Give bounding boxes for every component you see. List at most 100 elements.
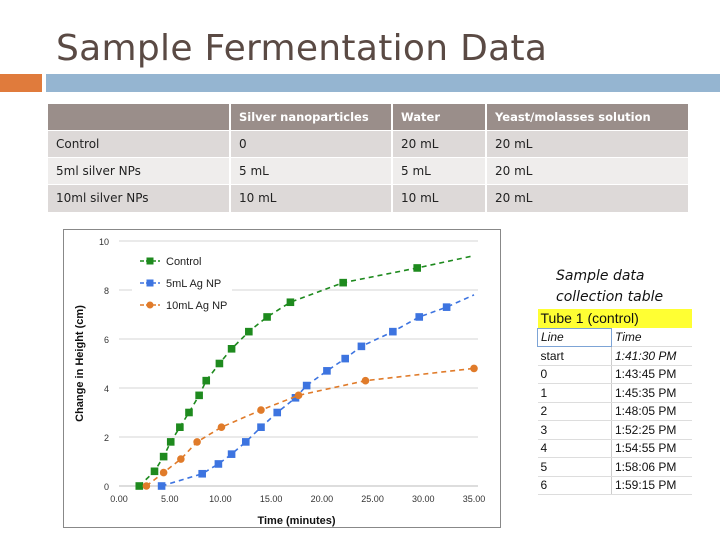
collection-table: Tube 1 (control) Line Time start 1:41:30 … bbox=[537, 309, 692, 495]
y-tick-label: 0 bbox=[104, 482, 109, 492]
line-cell: 5 bbox=[537, 457, 612, 477]
table-row: Control 0 20 mL 20 mL bbox=[48, 130, 690, 158]
x-tick-label: 15.00 bbox=[260, 494, 283, 504]
legend-label: 5mL Ag NP bbox=[166, 278, 221, 290]
x-tick-label: 25.00 bbox=[361, 494, 384, 504]
data-point bbox=[202, 376, 211, 385]
table-cell: 5 mL bbox=[230, 157, 393, 185]
data-point bbox=[157, 482, 166, 490]
line-cell: 4 bbox=[537, 439, 612, 458]
data-point bbox=[176, 423, 184, 431]
collection-table-title: Tube 1 (control) bbox=[537, 309, 692, 328]
data-point bbox=[245, 327, 253, 336]
table-row: 3 1:52:25 PM bbox=[537, 420, 692, 440]
table-cell: 20 mL bbox=[486, 130, 690, 158]
y-tick-label: 6 bbox=[104, 335, 109, 345]
data-point bbox=[302, 381, 311, 390]
table-cell: 10 mL bbox=[392, 184, 487, 212]
data-point bbox=[339, 278, 347, 287]
accent-bar-orange bbox=[0, 74, 42, 92]
line-cell: 2 bbox=[537, 402, 612, 421]
data-point bbox=[150, 467, 159, 476]
x-tick-label: 30.00 bbox=[412, 494, 435, 504]
data-point bbox=[198, 469, 206, 478]
data-point bbox=[217, 423, 226, 431]
data-point bbox=[227, 345, 236, 353]
time-cell: 1:54:55 PM bbox=[611, 439, 692, 458]
data-point bbox=[166, 438, 175, 446]
data-point bbox=[389, 327, 397, 336]
x-tick-label: 0.00 bbox=[110, 494, 128, 504]
data-point bbox=[273, 408, 282, 417]
data-point bbox=[442, 303, 451, 311]
table-row: 2 1:48:05 PM bbox=[537, 402, 692, 421]
data-point bbox=[135, 482, 144, 490]
time-cell: 1:52:25 PM bbox=[611, 420, 692, 440]
line-cell: start bbox=[537, 346, 612, 366]
table-cell: Control bbox=[48, 130, 231, 158]
table-row: 6 1:59:15 PM bbox=[537, 476, 692, 495]
x-tick-label: 35.00 bbox=[463, 494, 486, 504]
slide-title: Sample Fermentation Data bbox=[56, 28, 548, 69]
data-point bbox=[286, 298, 295, 307]
accent-bar-blue bbox=[46, 74, 720, 92]
series-line bbox=[161, 294, 475, 487]
time-cell: 1:45:35 PM bbox=[611, 383, 692, 403]
x-tick-label: 10.00 bbox=[209, 494, 232, 504]
header-cell bbox=[48, 104, 231, 131]
data-point bbox=[185, 408, 193, 417]
table-row: 5 1:58:06 PM bbox=[537, 457, 692, 477]
header-cell: Yeast/molasses solution bbox=[486, 104, 690, 131]
data-point bbox=[159, 468, 168, 477]
table-header-row: Silver nanoparticles Water Yeast/molasse… bbox=[48, 104, 690, 131]
line-cell: 6 bbox=[537, 476, 612, 495]
table-row: 10ml silver NPs 10 mL 10 mL 20 mL bbox=[48, 184, 690, 212]
table-cell: 10 mL bbox=[230, 184, 393, 212]
y-tick-label: 4 bbox=[104, 384, 109, 394]
header-cell: Water bbox=[392, 104, 487, 131]
legend-marker bbox=[146, 279, 154, 287]
table-row: 4 1:54:55 PM bbox=[537, 439, 692, 458]
table-row: 1 1:45:35 PM bbox=[537, 383, 692, 403]
table-cell: 5 mL bbox=[392, 157, 487, 185]
data-point bbox=[241, 438, 250, 446]
table-row: 5ml silver NPs 5 mL 5 mL 20 mL bbox=[48, 157, 690, 185]
side-caption: Sample data collection table bbox=[556, 266, 663, 308]
series-line bbox=[138, 254, 475, 487]
time-cell: 1:43:45 PM bbox=[611, 365, 692, 384]
recipe-table: Silver nanoparticles Water Yeast/molasse… bbox=[48, 104, 690, 212]
data-point bbox=[215, 359, 224, 368]
data-point bbox=[357, 342, 366, 351]
table-cell: 5ml silver NPs bbox=[48, 157, 231, 185]
data-point bbox=[214, 460, 223, 468]
data-point bbox=[294, 391, 303, 400]
line-cell: 3 bbox=[537, 420, 612, 440]
series-line bbox=[145, 367, 475, 487]
table-cell: 10ml silver NPs bbox=[48, 184, 231, 212]
line-cell: 1 bbox=[537, 383, 612, 403]
time-cell: 1:41:30 PM bbox=[611, 346, 692, 366]
chart-canvas: 0 2 4 6 8 10 0.00 5.00 10.00 15.00 20.00 25.00 30.00… bbox=[74, 237, 486, 527]
table-cell: 0 bbox=[230, 130, 393, 158]
y-tick-label: 8 bbox=[104, 286, 109, 296]
data-point bbox=[257, 406, 265, 414]
column-header-time: Time bbox=[611, 328, 692, 347]
data-point bbox=[263, 313, 271, 321]
y-axis-title: Change in Height (cm) bbox=[74, 305, 86, 422]
legend-marker bbox=[146, 257, 154, 265]
data-point bbox=[361, 376, 370, 385]
data-point bbox=[159, 452, 168, 461]
legend-marker bbox=[146, 301, 154, 309]
table-row: 0 1:43:45 PM bbox=[537, 365, 692, 384]
fermentation-chart: 0 2 4 6 8 10 0.00 5.00 10.00 15.00 20.00 25.00 30.00… bbox=[63, 229, 501, 528]
data-point bbox=[257, 423, 265, 431]
header-cell: Silver nanoparticles bbox=[230, 104, 393, 131]
data-point bbox=[415, 313, 424, 321]
legend-label: 10mL Ag NP bbox=[166, 300, 227, 312]
legend-label: Control bbox=[166, 256, 201, 268]
data-point bbox=[177, 455, 185, 463]
time-cell: 1:58:06 PM bbox=[611, 457, 692, 477]
line-cell: 0 bbox=[537, 365, 612, 384]
table-cell: 20 mL bbox=[486, 157, 690, 185]
x-tick-label: 20.00 bbox=[311, 494, 334, 504]
